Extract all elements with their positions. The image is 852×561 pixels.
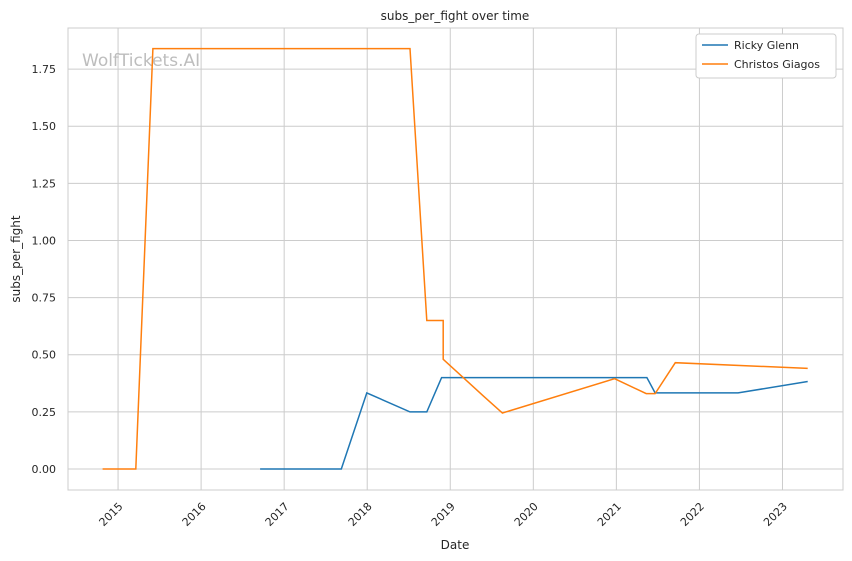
y-tick-label: 1.75 — [32, 63, 57, 76]
x-tick-label: 2019 — [429, 500, 458, 529]
y-tick-label: 0.25 — [32, 406, 57, 419]
legend: Ricky Glenn Christos Giagos — [695, 33, 837, 79]
x-tick-label: 2018 — [346, 500, 375, 529]
y-tick-label: 1.00 — [32, 234, 57, 247]
legend-label: Ricky Glenn — [734, 39, 799, 52]
watermark: WolfTickets.AI — [82, 51, 200, 71]
y-tick-label: 0.75 — [32, 292, 57, 305]
legend-label: Christos Giagos — [734, 58, 820, 71]
x-tick-label: 2020 — [512, 500, 541, 529]
y-tick-label: 0.00 — [32, 463, 57, 476]
series-line-ricky-glenn — [260, 376, 808, 470]
x-tick-label: 2016 — [180, 500, 209, 529]
x-tick-label: 2022 — [678, 500, 707, 529]
y-tick-label: 0.50 — [32, 349, 57, 362]
chart-title: subs_per_fight over time — [381, 9, 530, 23]
x-tick-label: 2021 — [595, 500, 624, 529]
x-axis-label: Date — [441, 538, 470, 552]
x-tick-label: 2023 — [761, 500, 790, 529]
y-axis-label: subs_per_fight — [9, 215, 23, 302]
y-tick-label: 1.50 — [32, 120, 57, 133]
x-tick-label: 2015 — [97, 500, 126, 529]
x-tick-label: 2017 — [263, 500, 292, 529]
series-line-christos-giagos — [102, 47, 808, 470]
plot-frame — [67, 27, 844, 491]
y-tick-label: 1.25 — [32, 177, 57, 190]
